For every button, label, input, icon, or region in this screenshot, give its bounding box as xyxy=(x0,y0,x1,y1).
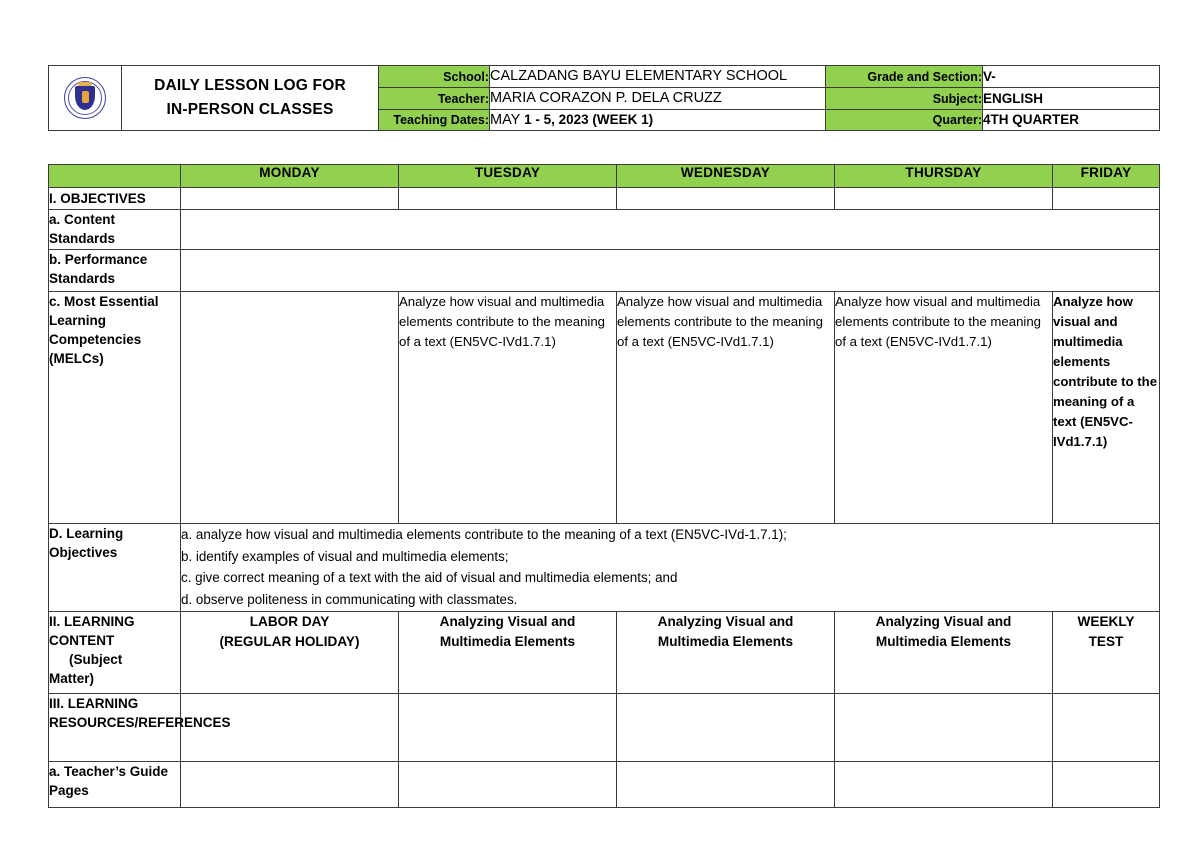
learning-content-monday-line2: (REGULAR HOLIDAY) xyxy=(219,634,360,650)
learning-content-monday-cell[interactable]: LABOR DAY (REGULAR HOLIDAY) xyxy=(180,610,399,694)
learning-objective-item-a: a. analyze how visual and multimedia ele… xyxy=(181,527,787,542)
row-label-melcs: c. Most Essential Learning Competencies … xyxy=(48,291,181,524)
learning-resources-thursday-cell[interactable] xyxy=(834,692,1053,762)
learning-content-tuesday-line2: Multimedia Elements xyxy=(439,634,576,650)
table-header-row-days: MONDAY TUESDAY WEDNESDAY THURSDAY FRIDAY xyxy=(48,164,1160,188)
learning-content-friday-line1: WEEKLY xyxy=(1077,613,1135,629)
learning-content-label-line4: Matter) xyxy=(49,671,95,687)
teachers-guide-thursday-cell[interactable] xyxy=(834,760,1053,808)
value-grade-and-section[interactable]: V- xyxy=(982,64,1160,89)
table-row-learning-objectives: D. Learning Objectives a. analyze how vi… xyxy=(48,523,1160,612)
table-row-learning-content: II. LEARNING CONTENT (Subject Matter) LA… xyxy=(48,610,1160,694)
row-label-content-standards: a. Content Standards xyxy=(48,209,181,250)
row-label-learning-objectives: D. Learning Objectives xyxy=(48,523,181,612)
learning-content-label-line1: II. LEARNING xyxy=(49,613,135,629)
row-label-objectives: I. OBJECTIVES xyxy=(48,187,181,210)
label-teacher: Teacher: xyxy=(378,87,490,111)
seal-torch-icon xyxy=(78,81,92,87)
value-quarter[interactable]: 4TH QUARTER xyxy=(982,109,1160,131)
melcs-tuesday-cell[interactable]: Analyze how visual and multimedia elemen… xyxy=(398,291,617,524)
table-row-content-standards: a. Content Standards xyxy=(48,209,1160,250)
learning-objective-item-d: d. observe politeness in communicating w… xyxy=(181,592,518,608)
learning-content-tuesday-line1: Analyzing Visual and xyxy=(439,613,576,629)
row-label-teachers-guide-pages: a. Teacher’s Guide Pages xyxy=(48,760,181,808)
learning-objective-item-b: b. identify examples of visual and multi… xyxy=(181,548,509,564)
table-row-objectives: I. OBJECTIVES xyxy=(48,187,1160,210)
label-subject: Subject: xyxy=(825,87,983,111)
label-school: School: xyxy=(378,64,490,89)
learning-content-wednesday-cell[interactable]: Analyzing Visual and Multimedia Elements xyxy=(616,610,835,694)
objectives-thursday-cell[interactable] xyxy=(834,187,1053,210)
label-teaching-dates: Teaching Dates: xyxy=(378,109,490,131)
melcs-friday-cell[interactable]: Analyze how visual and multimedia elemen… xyxy=(1052,291,1160,524)
objectives-tuesday-cell[interactable] xyxy=(398,187,617,210)
day-header-monday: MONDAY xyxy=(180,164,399,188)
day-header-thursday: THURSDAY xyxy=(834,164,1053,188)
seal-ring xyxy=(68,80,102,115)
learning-content-tuesday-cell[interactable]: Analyzing Visual and Multimedia Elements xyxy=(398,610,617,694)
label-quarter: Quarter: xyxy=(825,109,983,131)
header-row-teacher: Teacher: MARIA CORAZON P. DELA CRUZZ Sub… xyxy=(49,87,1160,111)
value-school[interactable]: CALZADANG BAYU ELEMENTARY SCHOOL xyxy=(489,64,826,89)
label-grade-and-section: Grade and Section: xyxy=(825,64,983,89)
row-label-learning-content: II. LEARNING CONTENT (Subject Matter) xyxy=(48,610,181,694)
table-row-teachers-guide-pages: a. Teacher’s Guide Pages xyxy=(48,760,1160,808)
objectives-monday-cell[interactable] xyxy=(180,187,399,210)
header-row-teaching-dates: Teaching Dates: MAY 1 - 5, 2023 (WEEK 1)… xyxy=(49,109,1160,131)
row-label-learning-resources: III. LEARNING RESOURCES/REFERENCES xyxy=(48,692,231,762)
performance-standards-value-cell[interactable] xyxy=(180,249,1160,292)
teachers-guide-monday-cell[interactable] xyxy=(180,760,399,808)
objectives-friday-cell[interactable] xyxy=(1052,187,1160,210)
learning-content-friday-line2: TEST xyxy=(1088,634,1124,650)
learning-objective-item-c: c. give correct meaning of a text with t… xyxy=(181,570,678,586)
table-row-performance-standards: b. Performance Standards xyxy=(48,249,1160,292)
melcs-monday-cell[interactable] xyxy=(180,291,399,524)
deped-seal-icon xyxy=(64,76,106,119)
learning-resources-monday-cell[interactable] xyxy=(180,692,399,762)
teachers-guide-wednesday-cell[interactable] xyxy=(616,760,835,808)
learning-objectives-value-cell[interactable]: a. analyze how visual and multimedia ele… xyxy=(180,523,1160,612)
day-header-tuesday: TUESDAY xyxy=(398,164,617,188)
learning-content-friday-cell[interactable]: WEEKLY TEST xyxy=(1052,610,1160,694)
teachers-guide-friday-cell[interactable] xyxy=(1052,760,1160,808)
learning-content-label-line3: (Subject xyxy=(69,652,123,668)
learning-content-wednesday-line2: Multimedia Elements xyxy=(657,634,794,650)
table-row-learning-resources: III. LEARNING RESOURCES/REFERENCES xyxy=(48,692,1160,762)
dll-header-table: DAILY LESSON LOG FOR IN-PERSON CLASSES S… xyxy=(48,64,1160,131)
value-subject[interactable]: ENGLISH xyxy=(982,87,1160,111)
value-teaching-dates[interactable]: MAY 1 - 5, 2023 (WEEK 1) xyxy=(489,109,826,131)
day-header-wednesday: WEDNESDAY xyxy=(616,164,835,188)
learning-resources-tuesday-cell[interactable] xyxy=(398,692,617,762)
deped-logo-cell xyxy=(48,65,122,131)
document-title-line2: IN-PERSON CLASSES xyxy=(166,100,334,118)
dll-main-table: MONDAY TUESDAY WEDNESDAY THURSDAY FRIDAY… xyxy=(48,164,1160,808)
learning-content-wednesday-line1: Analyzing Visual and xyxy=(657,613,794,629)
learning-content-label-line2: CONTENT xyxy=(49,632,115,648)
learning-content-thursday-line1: Analyzing Visual and xyxy=(875,613,1012,629)
table-row-melcs: c. Most Essential Learning Competencies … xyxy=(48,291,1160,524)
seal-shield-icon xyxy=(75,85,95,110)
teaching-dates-month: MAY xyxy=(490,111,525,128)
teaching-dates-range: 1 - 5, 2023 (WEEK 1) xyxy=(524,111,654,127)
header-row-school: DAILY LESSON LOG FOR IN-PERSON CLASSES S… xyxy=(48,64,1160,131)
learning-content-thursday-line2: Multimedia Elements xyxy=(875,634,1012,650)
melcs-thursday-cell[interactable]: Analyze how visual and multimedia elemen… xyxy=(834,291,1053,524)
day-header-friday: FRIDAY xyxy=(1052,164,1160,188)
learning-resources-friday-cell[interactable] xyxy=(1052,692,1160,762)
row-label-performance-standards: b. Performance Standards xyxy=(48,249,181,292)
learning-resources-wednesday-cell[interactable] xyxy=(616,692,835,762)
day-header-corner xyxy=(48,164,181,188)
teachers-guide-tuesday-cell[interactable] xyxy=(398,760,617,808)
value-teacher[interactable]: MARIA CORAZON P. DELA CRUZZ xyxy=(489,87,826,111)
document-title: DAILY LESSON LOG FOR IN-PERSON CLASSES xyxy=(121,65,379,131)
learning-content-monday-line1: LABOR DAY xyxy=(249,613,330,629)
learning-content-thursday-cell[interactable]: Analyzing Visual and Multimedia Elements xyxy=(834,610,1053,694)
document-title-line1: DAILY LESSON LOG FOR xyxy=(154,76,346,94)
objectives-wednesday-cell[interactable] xyxy=(616,187,835,210)
melcs-wednesday-cell[interactable]: Analyze how visual and multimedia elemen… xyxy=(616,291,835,524)
content-standards-value-cell[interactable] xyxy=(180,209,1160,250)
